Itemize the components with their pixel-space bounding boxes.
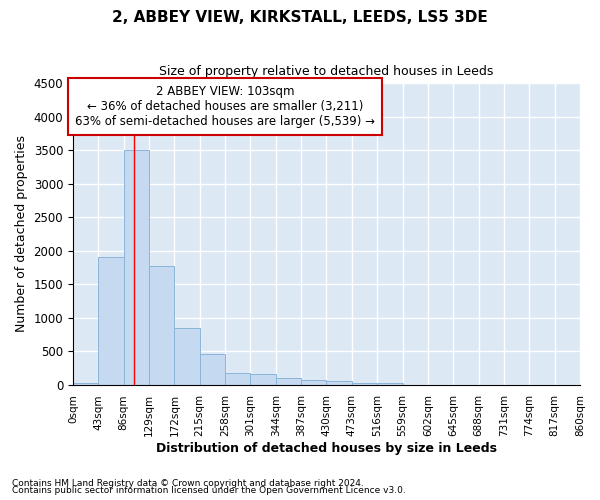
- Title: Size of property relative to detached houses in Leeds: Size of property relative to detached ho…: [159, 65, 494, 78]
- Bar: [73, 382, 98, 384]
- Bar: [225, 373, 250, 384]
- Bar: [352, 383, 377, 384]
- Text: Contains public sector information licensed under the Open Government Licence v3: Contains public sector information licen…: [12, 486, 406, 495]
- Y-axis label: Number of detached properties: Number of detached properties: [15, 136, 28, 332]
- Bar: [276, 378, 301, 384]
- Bar: [200, 354, 225, 384]
- Bar: [175, 328, 200, 384]
- Bar: [326, 381, 352, 384]
- X-axis label: Distribution of detached houses by size in Leeds: Distribution of detached houses by size …: [156, 442, 497, 455]
- Bar: [301, 380, 326, 384]
- Bar: [149, 266, 175, 384]
- Bar: [98, 258, 124, 384]
- Bar: [124, 150, 149, 384]
- Text: 2, ABBEY VIEW, KIRKSTALL, LEEDS, LS5 3DE: 2, ABBEY VIEW, KIRKSTALL, LEEDS, LS5 3DE: [112, 10, 488, 25]
- Text: Contains HM Land Registry data © Crown copyright and database right 2024.: Contains HM Land Registry data © Crown c…: [12, 478, 364, 488]
- Bar: [250, 374, 276, 384]
- Text: 2 ABBEY VIEW: 103sqm
← 36% of detached houses are smaller (3,211)
63% of semi-de: 2 ABBEY VIEW: 103sqm ← 36% of detached h…: [75, 86, 375, 128]
